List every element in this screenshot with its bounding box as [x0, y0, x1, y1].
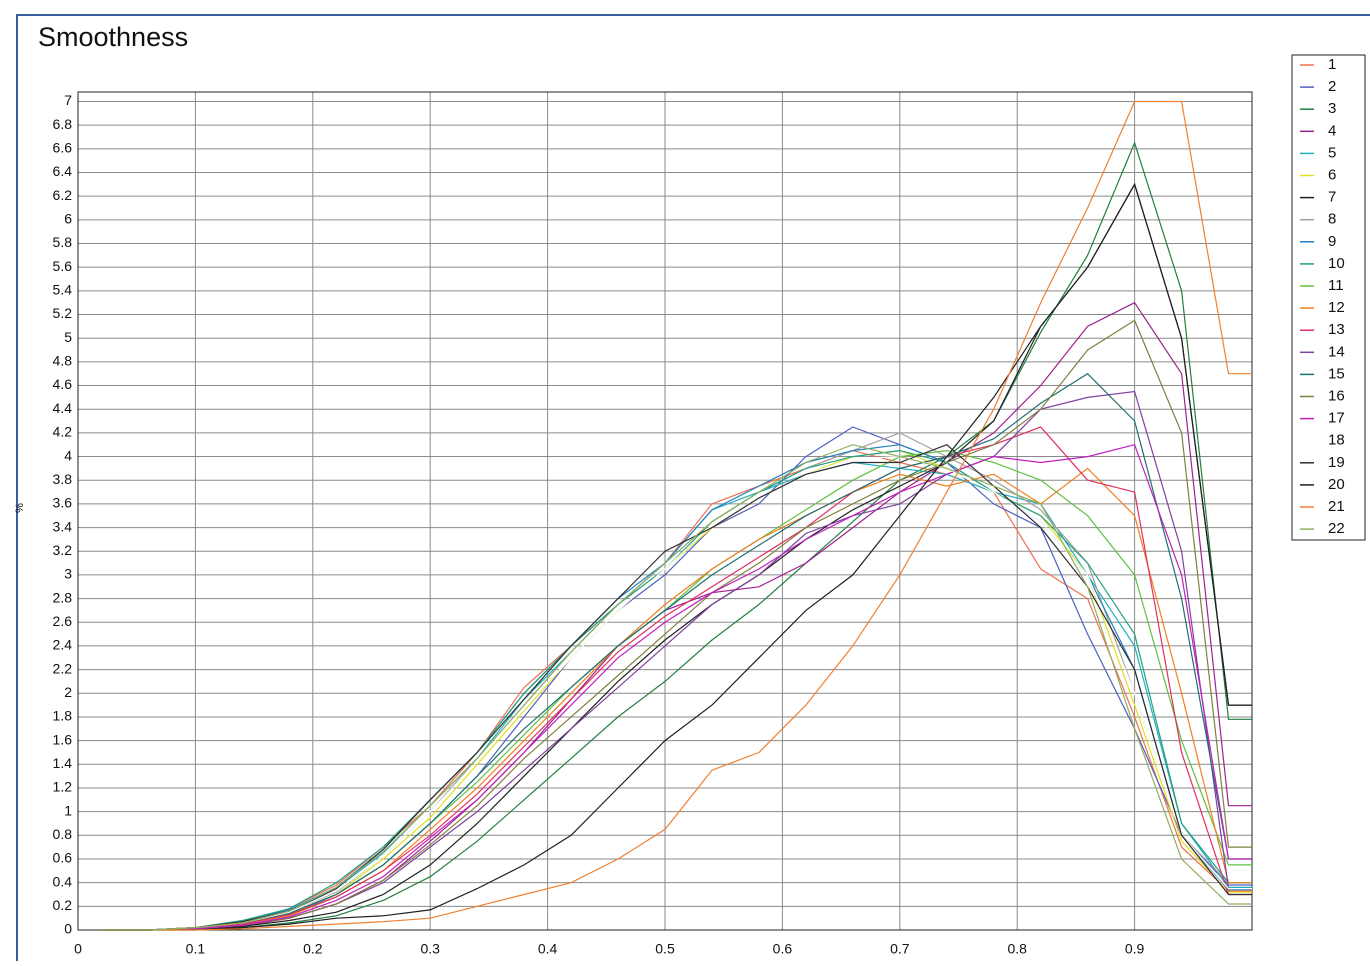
- series-line: [101, 449, 1252, 931]
- y-tick-label: 4.4: [53, 400, 73, 416]
- x-tick-label: 0.6: [773, 941, 793, 957]
- series-line: [101, 390, 1252, 931]
- y-tick-label: 0.2: [53, 897, 73, 913]
- x-tick-label: 0.3: [420, 941, 440, 957]
- y-tick-label: 0: [64, 921, 72, 937]
- legend-label: 22: [1328, 520, 1345, 537]
- y-tick-label: 0.6: [53, 850, 73, 866]
- series-line: [101, 100, 1252, 931]
- legend-label: 20: [1328, 476, 1345, 493]
- y-axis-label: %: [14, 503, 26, 513]
- series-line: [101, 444, 1252, 931]
- frame: [16, 14, 1370, 966]
- y-tick-label: 0.8: [53, 826, 73, 842]
- series-line: [101, 455, 1252, 931]
- y-tick-label: 2.2: [53, 660, 73, 676]
- y-tick-label: 3.2: [53, 542, 73, 558]
- y-tick-label: 5: [64, 329, 72, 345]
- legend-label: 5: [1328, 144, 1336, 161]
- y-tick-label: 3.8: [53, 471, 73, 487]
- y-tick-label: 2.6: [53, 613, 73, 629]
- series-line: [101, 426, 1252, 931]
- y-tick-label: 5.2: [53, 305, 73, 321]
- legend-label: 3: [1328, 100, 1336, 117]
- series-line: [101, 432, 1252, 931]
- y-tick-label: 4.8: [53, 353, 73, 369]
- legend-label: 19: [1328, 454, 1345, 471]
- y-tick-label: 6.4: [53, 163, 73, 179]
- y-tick-label: 1.8: [53, 708, 73, 724]
- y-tick-label: 4.6: [53, 376, 73, 392]
- y-tick-label: 6.6: [53, 140, 73, 156]
- series-line: [101, 461, 1252, 931]
- y-tick-label: 7: [64, 92, 72, 108]
- series-line: [101, 182, 1252, 931]
- legend-label: 21: [1328, 498, 1345, 515]
- series-line: [101, 426, 1252, 931]
- legend-label: 9: [1328, 233, 1336, 250]
- series-line: [101, 467, 1252, 931]
- y-tick-label: 2: [64, 684, 72, 700]
- legend-label: 2: [1328, 78, 1336, 95]
- y-tick-label: 1.6: [53, 731, 73, 747]
- series-line: [101, 319, 1252, 931]
- legend-label: 11: [1328, 277, 1344, 294]
- y-tick-label: 5.6: [53, 258, 73, 274]
- legend-label: 15: [1328, 365, 1345, 382]
- legend-label: 18: [1328, 432, 1345, 449]
- y-tick-label: 1.2: [53, 779, 73, 795]
- series-line: [101, 444, 1252, 931]
- x-tick-label: 0.8: [1007, 941, 1027, 957]
- y-tick-label: 4.2: [53, 424, 73, 440]
- y-tick-label: 2.8: [53, 589, 73, 605]
- legend: [1291, 54, 1366, 541]
- x-tick-label: 0.1: [186, 941, 206, 957]
- y-tick-label: 6.2: [53, 187, 73, 203]
- series-line: [101, 372, 1252, 931]
- x-tick-label: 0.9: [1125, 941, 1145, 957]
- y-tick-label: 6: [64, 211, 72, 227]
- series-line: [101, 449, 1252, 931]
- legend-label: 8: [1328, 211, 1336, 228]
- legend-label: 14: [1328, 343, 1345, 360]
- y-tick-label: 2.4: [53, 637, 73, 653]
- y-tick-label: 3: [64, 566, 72, 582]
- x-tick-label: 0.5: [655, 941, 675, 957]
- x-tick-label: 0.2: [303, 941, 323, 957]
- series-line: [101, 443, 1252, 931]
- plot-border: [77, 91, 1253, 931]
- legend-label: 4: [1328, 122, 1336, 139]
- y-tick-label: 4: [64, 447, 72, 463]
- series-line: [101, 141, 1252, 931]
- y-tick-label: 6.8: [53, 116, 73, 132]
- y-tick-label: 1: [64, 802, 72, 818]
- chart-title: Smoothness: [38, 22, 188, 52]
- x-tick-label: 0: [74, 941, 82, 957]
- x-tick-label: 0.7: [890, 941, 910, 957]
- y-tick-label: 5.4: [53, 282, 73, 298]
- series-line: [101, 449, 1252, 931]
- y-tick-label: 0.4: [53, 873, 73, 889]
- legend-label: 10: [1328, 255, 1345, 272]
- y-tick-label: 1.4: [53, 755, 73, 771]
- y-tick-label: 5.8: [53, 234, 73, 250]
- y-tick-label: 3.6: [53, 495, 73, 511]
- legend-label: 7: [1328, 189, 1336, 206]
- legend-label: 6: [1328, 166, 1336, 183]
- series-line: [101, 444, 1252, 931]
- x-tick-label: 0.4: [538, 941, 558, 957]
- legend-label: 1: [1328, 56, 1336, 73]
- y-tick-label: 3.4: [53, 518, 73, 534]
- legend-label: 12: [1328, 299, 1345, 316]
- legend-label: 16: [1328, 387, 1345, 404]
- legend-label: 13: [1328, 321, 1345, 338]
- legend-label: 17: [1328, 410, 1345, 427]
- series-line: [101, 449, 1252, 931]
